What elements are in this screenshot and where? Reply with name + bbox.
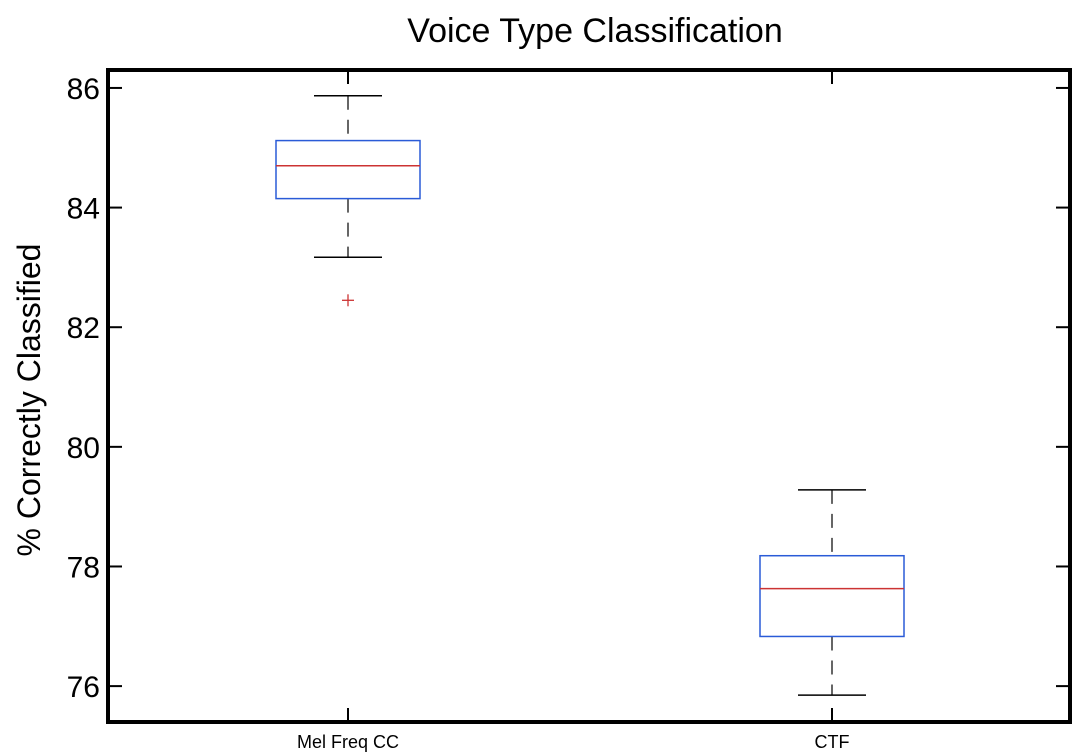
y-tick-label-82: 82	[67, 312, 100, 345]
x-tick-label-0: Mel Freq CC	[297, 732, 399, 752]
plot-area-frame	[106, 68, 1072, 724]
y-tick-label-76: 76	[67, 671, 100, 704]
y-tick-label-86: 86	[67, 73, 100, 106]
box-group-0	[275, 94, 421, 307]
interquartile-box	[759, 554, 905, 638]
interquartile-box	[275, 139, 421, 200]
chart-title: Voice Type Classification	[407, 12, 782, 50]
y-tick-label-80: 80	[67, 432, 100, 465]
y-tick-label-78: 78	[67, 551, 100, 584]
y-axis-ticks: 76 78 80 82 84 86	[67, 73, 1070, 704]
box-group-1	[759, 489, 905, 696]
y-axis-label: % Correctly Classified	[11, 244, 47, 557]
y-tick-label-84: 84	[67, 193, 100, 226]
box-series	[275, 94, 905, 696]
x-tick-label-1: CTF	[815, 732, 850, 752]
x-axis-ticks: Mel Freq CC CTF	[297, 70, 850, 752]
outlier-marker-0	[342, 294, 354, 307]
